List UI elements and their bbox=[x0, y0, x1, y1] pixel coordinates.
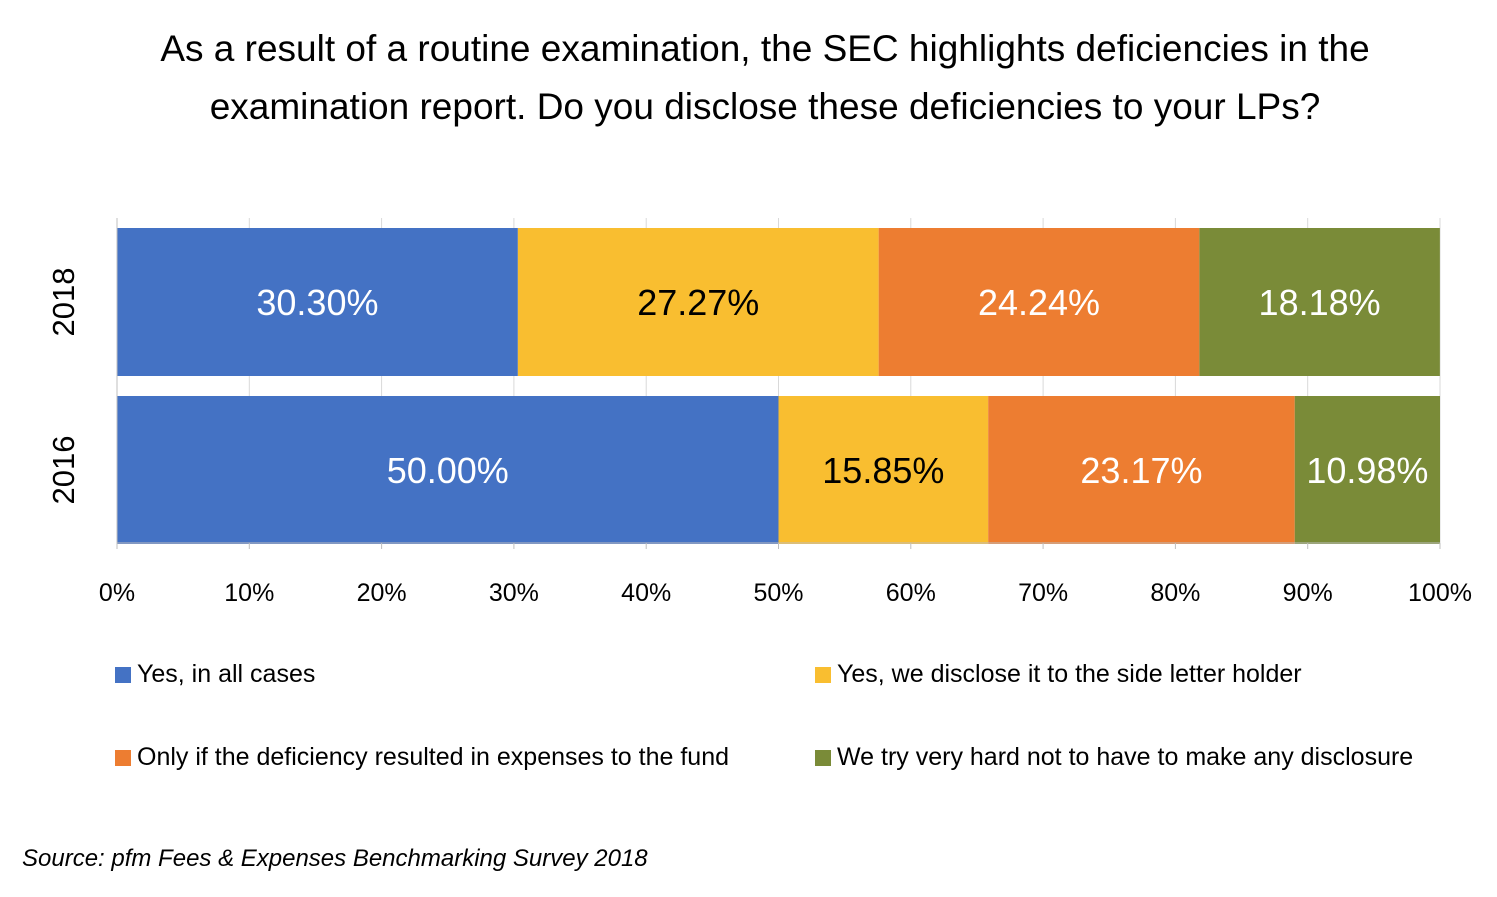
x-tick-label: 0% bbox=[99, 579, 135, 607]
x-tick-label: 70% bbox=[1018, 579, 1068, 607]
legend-item-yes-all-cases: Yes, in all cases bbox=[115, 660, 315, 689]
bar-segment-2016-3 bbox=[988, 396, 1295, 544]
bar-segment-2018-3 bbox=[878, 228, 1200, 376]
bar-segment-2016-2 bbox=[778, 396, 989, 544]
data-label: 27.27% bbox=[637, 282, 759, 323]
legend-swatch-blue bbox=[115, 666, 131, 683]
legend-item-no-disclosure: We try very hard not to have to make any… bbox=[815, 743, 1413, 772]
x-tick-label: 30% bbox=[489, 579, 539, 607]
x-tick-label: 80% bbox=[1150, 579, 1200, 607]
bars: 30.30% 27.27% 24.24% 18.18% 50.00% 15.85% 23.1… bbox=[117, 228, 1440, 544]
data-label: 50.00% bbox=[387, 450, 509, 491]
legend-swatch-green bbox=[815, 749, 831, 766]
x-tick-label: 60% bbox=[886, 579, 936, 607]
x-tick-label: 10% bbox=[224, 579, 274, 607]
stacked-bar-chart: 30.30% 27.27% 24.24% 18.18% 50.00% 15.85% 23.1… bbox=[46, 218, 1472, 607]
bar-segment-2016-1 bbox=[117, 396, 779, 544]
data-label: 24.24% bbox=[978, 282, 1100, 323]
x-tick-label: 40% bbox=[621, 579, 671, 607]
legend-label: We try very hard not to have to make any… bbox=[837, 743, 1414, 771]
legend-label: Yes, we disclose it to the side letter h… bbox=[837, 660, 1302, 688]
x-axis: 0% 10% 20% 30% 40% 50% 60% 70% 80% 90% 100% 2018 201… bbox=[46, 218, 1472, 607]
legend-swatch-orange bbox=[115, 749, 131, 766]
data-label: 15.85% bbox=[822, 450, 944, 491]
legend-item-expenses: Only if the deficiency resulted in expen… bbox=[115, 743, 729, 772]
data-label: 30.30% bbox=[256, 282, 378, 323]
bar-segment-2018-4 bbox=[1199, 228, 1440, 376]
category-label-2018: 2018 bbox=[46, 268, 81, 337]
bar-segment-2018-1 bbox=[117, 228, 518, 376]
data-label: 23.17% bbox=[1080, 450, 1202, 491]
legend-label: Yes, in all cases bbox=[137, 660, 316, 688]
data-label: 18.18% bbox=[1259, 282, 1381, 323]
category-label-2016: 2016 bbox=[46, 436, 81, 505]
x-tick-label: 90% bbox=[1283, 579, 1333, 607]
legend-label: Only if the deficiency resulted in expen… bbox=[137, 743, 730, 771]
data-label: 10.98% bbox=[1306, 450, 1428, 491]
bar-segment-2016-4 bbox=[1294, 396, 1440, 544]
x-tick-label: 20% bbox=[357, 579, 407, 607]
bar-segment-2018-2 bbox=[517, 228, 879, 376]
source-note: Source: pfm Fees & Expenses Benchmarking… bbox=[22, 845, 648, 872]
legend-swatch-yellow bbox=[815, 666, 831, 683]
legend-item-side-letter: Yes, we disclose it to the side letter h… bbox=[815, 660, 1302, 689]
x-tick-label: 100% bbox=[1408, 579, 1472, 607]
chart-title: As a result of a routine examination, th… bbox=[160, 28, 1370, 127]
x-tick-label: 50% bbox=[753, 579, 803, 607]
